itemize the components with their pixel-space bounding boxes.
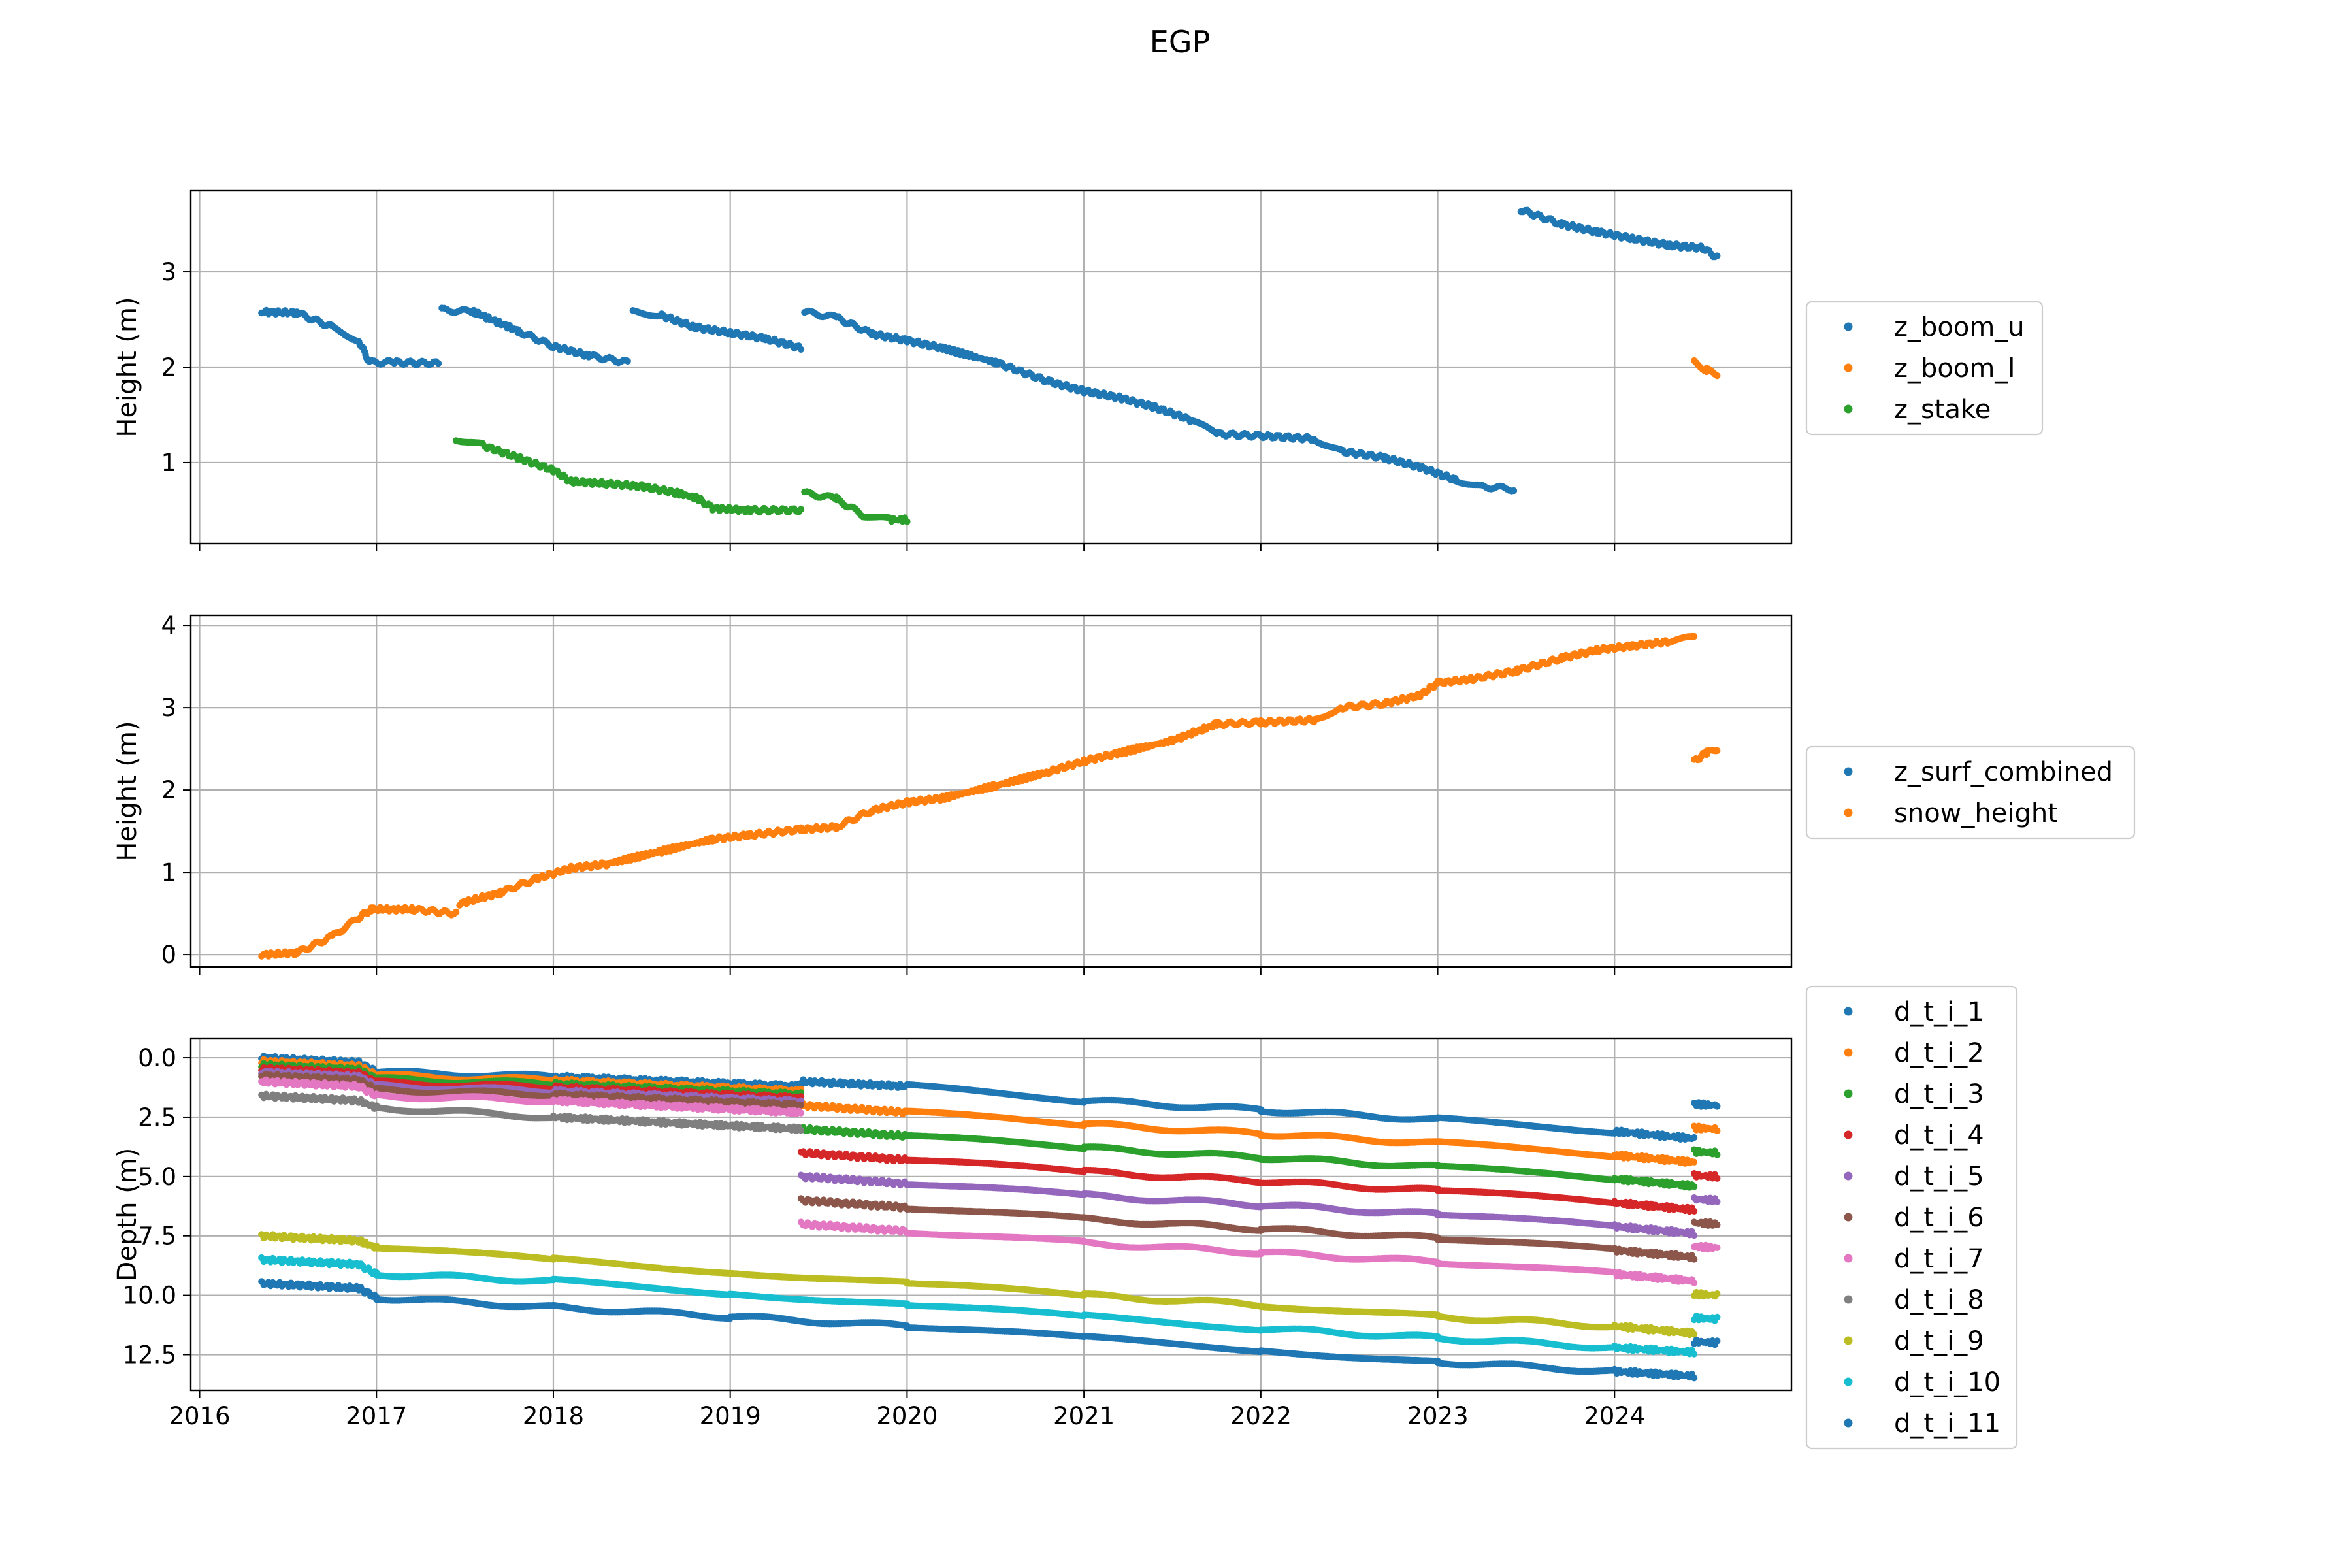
data-point (434, 360, 442, 367)
data-point (1510, 487, 1518, 495)
y-axis-label: Height (m) (112, 297, 142, 437)
data-point (1714, 1151, 1721, 1158)
data-point (1690, 1158, 1698, 1166)
y-tick-label: 2.5 (138, 1103, 176, 1132)
y-tick-label: 7.5 (138, 1222, 176, 1250)
data-point (1690, 1183, 1698, 1190)
axes-frame (189, 614, 1793, 968)
data-point (1690, 632, 1698, 640)
x-tick-label: 2021 (1053, 1402, 1115, 1430)
subplots-group: 1 2 3 Height (m) z_boom_u z_boom_l z_stake 0 1 2 3… (112, 189, 2136, 1450)
y-tick-label: 10.0 (123, 1282, 176, 1310)
x-tick-label: 2019 (700, 1402, 761, 1430)
data-point (624, 357, 631, 365)
y-tick-label: 3 (161, 258, 176, 286)
legend-label: z_boom_u (1894, 312, 2025, 342)
data-point (1714, 1175, 1721, 1182)
legend-marker (1844, 363, 1853, 372)
legend-marker (1844, 404, 1853, 414)
legend-label: z_stake (1894, 395, 1991, 425)
data-point (1714, 252, 1721, 259)
legend-marker (1844, 322, 1853, 331)
y-tick-label: 4 (161, 612, 176, 640)
y-tick-label: 1 (161, 858, 176, 887)
data-point (1690, 1134, 1698, 1141)
figure-title: EGP (1150, 24, 1210, 59)
y-tick-label: 2 (161, 776, 176, 804)
series-z_boom_l (1690, 357, 1721, 380)
subplot-2: 0 1 2 3 4 Height (m) z_surf_combined snow_heigh… (112, 612, 2136, 975)
y-tick-label: 3 (161, 694, 176, 722)
x-tick-label: 2023 (1407, 1402, 1468, 1430)
x-tick-label: 2024 (1584, 1402, 1645, 1430)
legend-label: z_boom_l (1894, 353, 2015, 384)
data-point (1714, 372, 1721, 380)
data-point (1714, 1103, 1721, 1110)
legend-marker (1844, 808, 1853, 817)
data-point (452, 908, 460, 916)
legend-2: z_surf_combined snow_height (1805, 745, 2136, 840)
y-tick-label: 2 (161, 353, 176, 382)
x-tick-label: 2016 (169, 1402, 230, 1430)
series-snow_height (258, 632, 1721, 960)
y-tick-label: 0 (161, 941, 176, 969)
y-tick-label: 12.5 (123, 1341, 176, 1369)
data-point (1714, 747, 1721, 755)
legend-label: z_surf_combined (1894, 757, 2113, 787)
data-point (1690, 1207, 1698, 1215)
y-tick-label: 1 (161, 449, 176, 477)
legend-1: z_boom_u z_boom_l z_stake (1805, 301, 2044, 436)
plot-area-2 (258, 632, 1721, 960)
x-tick-label: 2020 (876, 1402, 938, 1430)
x-tick-label: 2017 (346, 1402, 407, 1430)
data-point (1714, 1127, 1721, 1134)
x-tick-label: 2018 (523, 1402, 584, 1430)
y-tick-label: 0.0 (138, 1044, 176, 1072)
series-z_boom_u (258, 206, 1721, 495)
axes-frame (189, 189, 1793, 545)
y-axis-label: Height (m) (112, 721, 142, 861)
legend-label: snow_height (1894, 798, 2058, 828)
x-tick-label: 2022 (1230, 1402, 1292, 1430)
legend-marker (1844, 767, 1853, 776)
y-tick-label: 5.0 (138, 1163, 176, 1191)
plot-area-1 (258, 206, 1721, 525)
legend-box (1805, 301, 2044, 436)
data-point (797, 346, 805, 353)
subplot-1: 1 2 3 Height (m) z_boom_u z_boom_l z_stake (112, 189, 2044, 551)
data-point (797, 506, 805, 513)
subplot-3: 2016 2017 2018 2019 2020 2021 2022 2023 2024 0.0 2… (112, 985, 2018, 1450)
plot-area-3 (258, 1053, 1721, 1382)
series-z_stake (452, 437, 911, 525)
data-point (904, 518, 911, 525)
legend-box (1805, 745, 2136, 840)
